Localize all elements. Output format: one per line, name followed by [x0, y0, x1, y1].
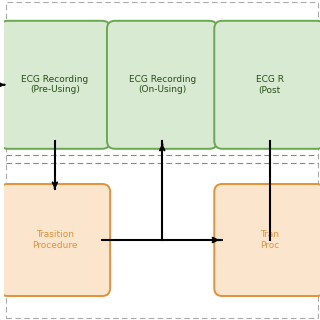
FancyBboxPatch shape — [214, 21, 320, 149]
FancyBboxPatch shape — [214, 184, 320, 296]
Text: ECG Recording
(Pre-Using): ECG Recording (Pre-Using) — [21, 75, 89, 94]
Text: Trasition
Procedure: Trasition Procedure — [32, 230, 78, 250]
Text: Tran
Proc: Tran Proc — [260, 230, 279, 250]
FancyBboxPatch shape — [0, 184, 110, 296]
FancyBboxPatch shape — [107, 21, 217, 149]
Text: ECG Recording
(On-Using): ECG Recording (On-Using) — [129, 75, 196, 94]
FancyBboxPatch shape — [0, 21, 110, 149]
Text: ECG R
(Post: ECG R (Post — [255, 75, 284, 94]
